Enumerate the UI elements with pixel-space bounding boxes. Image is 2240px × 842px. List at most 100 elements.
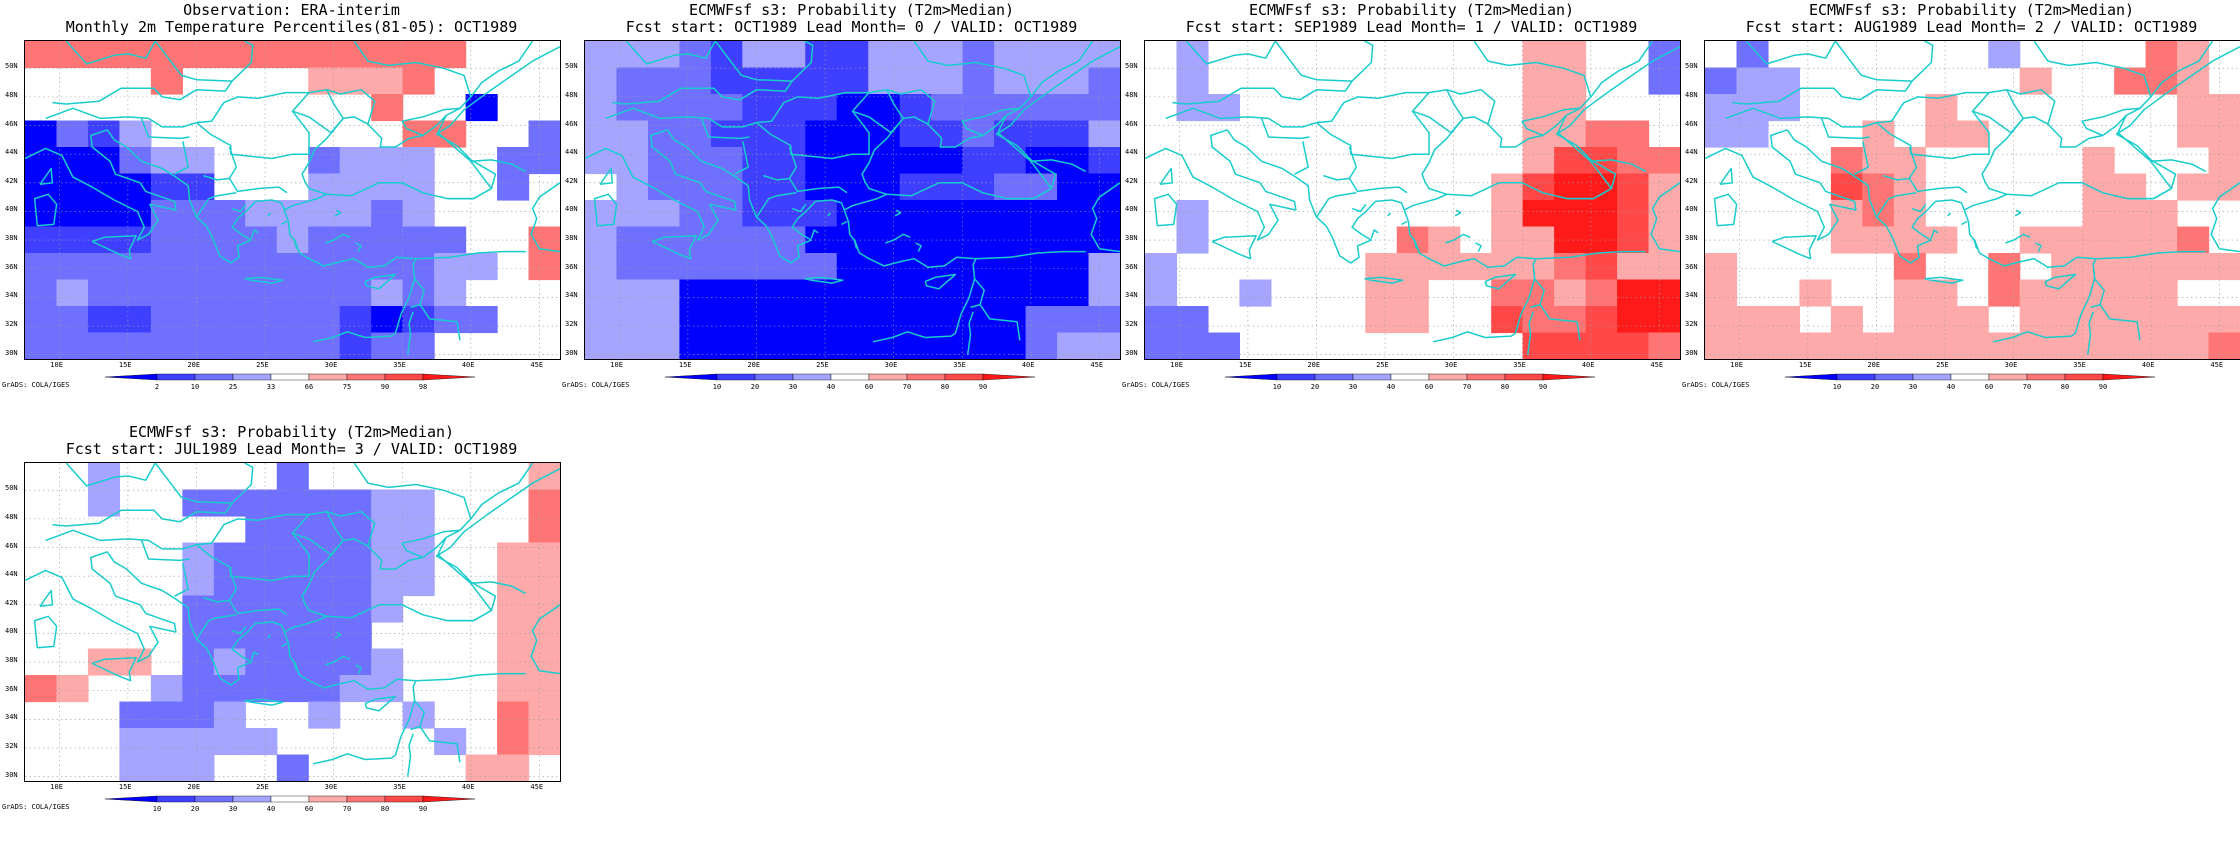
grid-cell: [1089, 94, 1120, 121]
grid-cell: [1736, 94, 1768, 121]
grid-cell: [1176, 306, 1208, 333]
grid-cell: [214, 569, 246, 596]
grid-cell: [214, 41, 246, 68]
colorbar-swatch: [423, 796, 475, 802]
grid-cell: [774, 94, 806, 121]
grid-cell: [403, 174, 435, 201]
map-panel-lead-1: ECMWFsf s3: Probability (T2m>Median)Fcst…: [1120, 0, 1680, 420]
colorbar-swatch: [793, 374, 831, 380]
coastline: [1413, 90, 1464, 133]
coastline: [1323, 176, 1407, 193]
grid-cell: [214, 728, 246, 755]
grid-cell: [1491, 174, 1523, 201]
grid-cell: [2083, 200, 2115, 227]
grid-cell: [308, 41, 340, 68]
grid-cell: [1523, 227, 1555, 254]
grid-cell: [119, 147, 151, 174]
grid-cell: [214, 622, 246, 649]
grid-cell: [1586, 121, 1618, 148]
grid-cell: [1649, 200, 1680, 227]
colorbar-label: 60: [865, 383, 873, 391]
grid-cell: [1649, 147, 1680, 174]
grid-cell: [837, 121, 869, 148]
grid-cell: [1768, 68, 1800, 95]
coastline: [2015, 210, 2021, 216]
lat-tick-label: 40N: [5, 205, 18, 213]
lat-tick-label: 48N: [5, 513, 18, 521]
grid-cell: [119, 200, 151, 227]
grid-cell: [245, 622, 277, 649]
grid-cell: [2177, 333, 2209, 360]
grid-cell: [994, 280, 1026, 307]
grid-cell: [1957, 121, 1989, 148]
coastline: [1835, 41, 1912, 81]
colorbar-label: 75: [343, 383, 351, 391]
grid-cell: [434, 41, 466, 68]
lat-tick-label: 34N: [1685, 291, 1698, 299]
grid-cell: [2177, 227, 2209, 254]
grid-cell: [151, 675, 183, 702]
grid-cell: [1057, 253, 1089, 280]
grid-cell: [837, 333, 869, 360]
grid-cell: [25, 200, 57, 227]
grid-cell: [529, 675, 560, 702]
lon-tick-label: 30E: [885, 361, 898, 369]
colorbar-swatch: [1989, 374, 2027, 380]
grid-cell: [2209, 147, 2240, 174]
panel-title-line1: Observation: ERA-interim: [24, 2, 559, 19]
grid-cell: [931, 94, 963, 121]
map-svg: [585, 41, 1120, 359]
grid-cell: [340, 147, 372, 174]
grid-cell: [1649, 280, 1680, 307]
grid-cell: [585, 68, 617, 95]
grid-cell: [774, 333, 806, 360]
colorbar-swatch: [233, 374, 271, 380]
grid-cell: [963, 227, 995, 254]
grid-cell: [371, 147, 403, 174]
lat-tick-label: 30N: [5, 349, 18, 357]
grid-cell: [1705, 333, 1737, 360]
grid-cell: [529, 490, 560, 517]
grid-cell: [774, 280, 806, 307]
colorbar-swatch: [1875, 374, 1913, 380]
colorbar-label: 90: [419, 805, 427, 813]
grid-cell: [182, 333, 214, 360]
grid-cell: [616, 94, 648, 121]
coastline: [1371, 230, 1378, 239]
grid-cell: [868, 306, 900, 333]
grid-cell: [2146, 68, 2178, 95]
grid-cell: [963, 68, 995, 95]
grid-cell: [88, 490, 120, 517]
grid-cell: [1617, 121, 1649, 148]
grid-cell: [308, 280, 340, 307]
colorbar-label: 40: [827, 383, 835, 391]
colorbar-swatch: [869, 374, 907, 380]
grid-cell: [648, 280, 680, 307]
colorbar-label: 10: [153, 805, 161, 813]
colorbar-label: 90: [2099, 383, 2107, 391]
grid-cell: [774, 121, 806, 148]
grid-cell: [679, 200, 711, 227]
coastline: [1962, 222, 1968, 225]
lon-tick-label: 35E: [1513, 361, 1526, 369]
lon-tick-label: 20E: [747, 361, 760, 369]
coastline: [1317, 193, 1357, 217]
lat-tick-label: 36N: [5, 263, 18, 271]
map-plot-area: [24, 40, 561, 360]
grid-cell: [931, 227, 963, 254]
lon-tick-label: 10E: [1730, 361, 1743, 369]
grid-cell: [2114, 280, 2146, 307]
lon-tick-label: 35E: [393, 783, 406, 791]
colorbar-label: 60: [305, 805, 313, 813]
grid-cell: [648, 147, 680, 174]
grid-cell: [1586, 174, 1618, 201]
grid-cell: [1988, 280, 2020, 307]
lat-tick-label: 46N: [5, 120, 18, 128]
lon-tick-label: 45E: [530, 361, 543, 369]
grid-cell: [529, 728, 560, 755]
grid-cell: [585, 200, 617, 227]
colorbar-swatch: [2027, 374, 2065, 380]
colorbar-swatch: [2103, 374, 2155, 380]
grid-cell: [1176, 41, 1208, 68]
